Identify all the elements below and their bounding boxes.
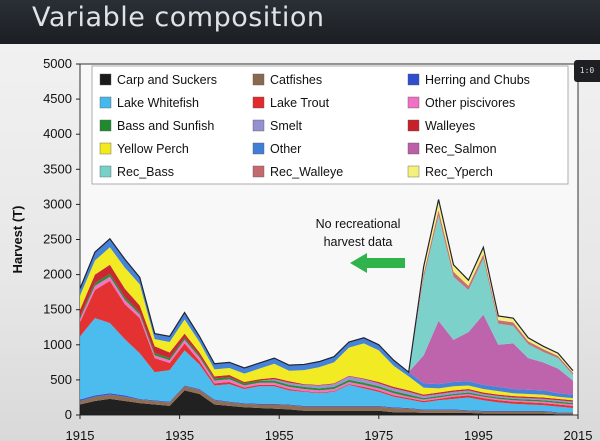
y-tick-label: 5000 <box>43 56 72 71</box>
legend-label: Rec_Walleye <box>270 165 343 179</box>
legend-swatch <box>407 73 420 86</box>
stacked-area-chart: 0 500 1000 1500 2000 2500 3000 3500 4000 4500 5000… <box>10 56 593 441</box>
legend-swatch <box>252 119 265 132</box>
area-rec-bass <box>80 215 574 381</box>
x-tick-label: 1915 <box>66 428 95 441</box>
annotation-text: harvest data <box>324 235 393 249</box>
legend-swatch <box>252 96 265 109</box>
legend-label: Rec_Salmon <box>425 142 497 156</box>
y-tick-label: 2500 <box>43 232 72 247</box>
area-catfishes <box>80 386 574 415</box>
legend-swatch <box>407 165 420 178</box>
legend-label: Rec_Bass <box>117 165 174 179</box>
y-tick-label: 500 <box>50 372 72 387</box>
y-tick-label: 4000 <box>43 126 72 141</box>
legend-label: Catfishes <box>270 73 322 87</box>
legend-swatch <box>99 96 112 109</box>
y-tick-label: 2000 <box>43 267 72 282</box>
series-areas <box>80 199 574 415</box>
annotation-arrow <box>350 253 405 273</box>
x-tick-label: 1995 <box>464 428 493 441</box>
y-tick-label: 3500 <box>43 161 72 176</box>
legend-swatch <box>99 165 112 178</box>
x-tick-label: 2015 <box>564 428 593 441</box>
y-tick-label: 1500 <box>43 302 72 317</box>
legend-label: Walleyes <box>425 119 475 133</box>
legend-label: Lake Whitefish <box>117 96 199 110</box>
area-carp-and-suckers <box>80 390 574 415</box>
annotation-text: No recreational <box>316 217 401 231</box>
y-tick-label: 0 <box>65 407 72 422</box>
legend-box <box>91 65 569 185</box>
legend-label: Bass and Sunfish <box>117 119 214 133</box>
chart-panel: 0 500 1000 1500 2000 2500 3000 3500 4000 4500 5000… <box>0 44 600 441</box>
x-tick-label: 1935 <box>165 428 194 441</box>
legend-label: Yellow Perch <box>117 142 189 156</box>
legend-swatch <box>407 119 420 132</box>
legend-swatch <box>407 142 420 155</box>
legend-swatch <box>407 96 420 109</box>
total-outline <box>79 199 574 374</box>
area-rec-salmon <box>80 238 574 395</box>
legend-label: Carp and Suckers <box>117 73 217 87</box>
y-axis-label: Harvest (T) <box>10 206 25 274</box>
legend: Carp and Suckers Catfishes Herring and Chu… <box>91 65 569 185</box>
legend-label: Herring and Chubs <box>425 73 530 87</box>
title-banner: Variable composition <box>0 0 600 44</box>
area-lake-whitefish <box>80 318 574 413</box>
y-tick-label: 3000 <box>43 196 72 211</box>
x-tick-label: 1975 <box>364 428 393 441</box>
legend-label: Rec_Yperch <box>425 165 493 179</box>
legend-swatch <box>252 165 265 178</box>
legend-label: Other <box>270 142 301 156</box>
legend-label: Lake Trout <box>270 96 330 110</box>
y-tick-label: 4500 <box>43 91 72 106</box>
slide-title: Variable composition <box>32 2 325 33</box>
area-yellow-perch <box>80 247 574 401</box>
legend-swatch <box>99 73 112 86</box>
legend-swatch <box>252 73 265 86</box>
side-tab[interactable]: 1:0 <box>574 60 600 82</box>
legend-label: Smelt <box>270 119 302 133</box>
y-tick-label: 1000 <box>43 337 72 352</box>
legend-swatch <box>252 142 265 155</box>
legend-swatch <box>99 142 112 155</box>
x-tick-label: 1955 <box>265 428 294 441</box>
legend-label: Other piscivores <box>425 96 515 110</box>
legend-swatch <box>99 119 112 132</box>
